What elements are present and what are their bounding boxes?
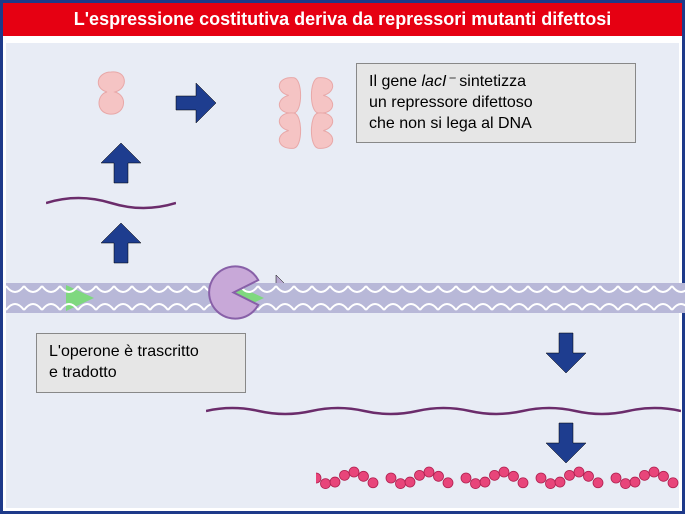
dna-strand-icon bbox=[6, 283, 685, 313]
arrow-up-2 bbox=[91, 133, 151, 193]
protein-chain-icon bbox=[316, 463, 685, 493]
arrow-up-1 bbox=[91, 213, 151, 273]
diagram-frame: L'espressione costitutiva deriva da repr… bbox=[0, 0, 685, 514]
repressor-monomer-icon bbox=[91, 68, 131, 120]
short-mrna-icon bbox=[46, 193, 176, 213]
diagram-title: L'espressione costitutiva deriva da repr… bbox=[3, 3, 682, 36]
arrow-right-1 bbox=[166, 73, 226, 133]
textbox-repressor: Il gene lacI⁻ sintetizzaun repressore di… bbox=[356, 63, 636, 143]
rna-polymerase-icon bbox=[206, 265, 261, 320]
long-mrna-icon bbox=[206, 403, 681, 419]
repressor-tetramer-icon bbox=[266, 73, 346, 153]
arrow-down-1 bbox=[536, 323, 596, 383]
diagram-canvas: Il gene lacI⁻ sintetizzaun repressore di… bbox=[6, 43, 679, 508]
textbox-operon: L'operone è trascrittoe tradotto bbox=[36, 333, 246, 393]
